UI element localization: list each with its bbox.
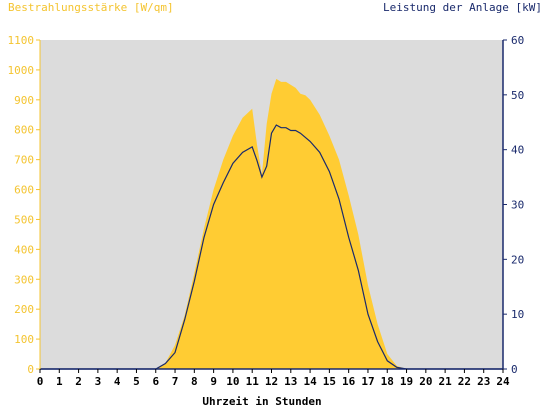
x-tick-label: 21 <box>439 375 453 388</box>
left-tick-label: 0 <box>27 363 34 376</box>
x-tick-label: 1 <box>56 375 63 388</box>
right-tick-label: 30 <box>511 199 524 212</box>
x-tick-label: 10 <box>226 375 239 388</box>
x-tick-label: 24 <box>496 375 510 388</box>
x-tick-label: 11 <box>246 375 260 388</box>
left-tick-label: 800 <box>14 124 34 137</box>
left-tick-label: 1100 <box>8 34 35 47</box>
x-tick-label: 23 <box>477 375 490 388</box>
x-tick-label: 16 <box>342 375 356 388</box>
right-tick-label: 0 <box>511 363 518 376</box>
x-tick-label: 8 <box>191 375 198 388</box>
x-tick-label: 4 <box>114 375 121 388</box>
x-tick-label: 22 <box>458 375 471 388</box>
x-tick-label: 0 <box>37 375 44 388</box>
right-tick-label: 10 <box>511 308 524 321</box>
right-tick-label: 60 <box>511 34 524 47</box>
x-axis-title: Uhrzeit in Stunden <box>202 395 322 408</box>
left-tick-label: 600 <box>14 184 34 197</box>
x-tick-label: 19 <box>400 375 413 388</box>
left-tick-label: 700 <box>14 154 34 167</box>
right-axis-title: Leistung der Anlage [kW] <box>383 1 542 14</box>
x-tick-label: 2 <box>75 375 82 388</box>
x-tick-label: 5 <box>133 375 140 388</box>
x-tick-label: 7 <box>172 375 179 388</box>
x-tick-label: 6 <box>152 375 159 388</box>
x-tick-label: 12 <box>265 375 278 388</box>
x-tick-label: 3 <box>95 375 102 388</box>
left-tick-label: 500 <box>14 213 34 226</box>
x-tick-label: 18 <box>381 375 394 388</box>
x-tick-label: 13 <box>284 375 297 388</box>
left-tick-label: 100 <box>14 333 34 346</box>
left-tick-label: 1000 <box>8 64 35 77</box>
left-tick-label: 400 <box>14 243 34 256</box>
x-tick-label: 14 <box>303 375 317 388</box>
right-tick-label: 20 <box>511 253 524 266</box>
x-tick-label: 9 <box>210 375 217 388</box>
power-line <box>40 124 503 370</box>
left-axis-title: Bestrahlungsstärke [W/qm] <box>8 1 174 14</box>
right-tick-label: 40 <box>511 144 524 157</box>
x-tick-label: 20 <box>419 375 432 388</box>
left-tick-label: 200 <box>14 303 34 316</box>
left-tick-label: 900 <box>14 94 34 107</box>
x-tick-label: 15 <box>323 375 336 388</box>
x-tick-label: 17 <box>361 375 374 388</box>
left-tick-label: 300 <box>14 273 34 286</box>
right-tick-label: 50 <box>511 89 524 102</box>
irradiance-area <box>40 78 503 370</box>
